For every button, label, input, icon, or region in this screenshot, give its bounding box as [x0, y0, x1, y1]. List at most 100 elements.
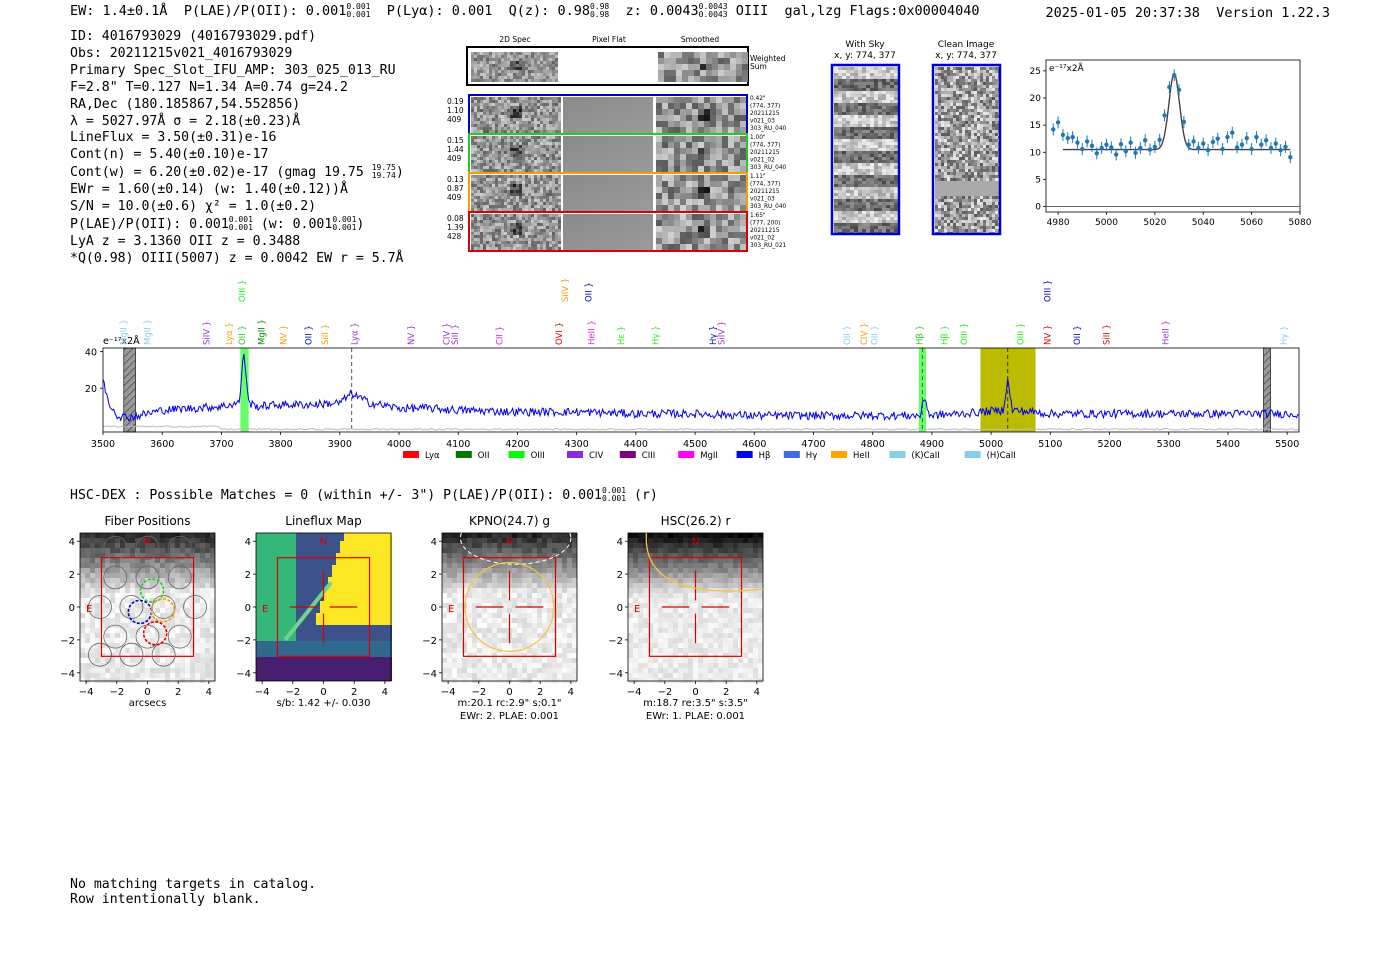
fit-ytick-label: 15 [1030, 121, 1041, 131]
spectrum-line-label: SiIV } [203, 321, 213, 345]
fit-data-point [1201, 141, 1206, 146]
east-label: E [262, 604, 268, 615]
panel-xtick-label: 2 [537, 687, 543, 698]
line-tag: OIII [735, 3, 769, 19]
panel-ytick-label: 0 [431, 603, 437, 614]
cutout-row-meta: v021_02 [750, 236, 775, 242]
fiber-circle [88, 595, 112, 619]
plae-value: P(LAE)/P(OII): 0.001 [183, 3, 347, 19]
fit-data-point [1128, 140, 1133, 145]
spectrum-line [102, 353, 1300, 422]
spectrum-line-label: Hγ } [651, 325, 661, 345]
cutout-2d-spec [471, 136, 561, 172]
clean-image [935, 67, 1001, 235]
panel-xtick-label: 4 [382, 687, 388, 698]
plya-value: P(Lyα): 0.001 [386, 3, 493, 19]
fit-data-point [1259, 142, 1264, 147]
fit-data-point [1089, 143, 1095, 148]
cutout-row-num: 1.10 [447, 106, 464, 115]
spectrum-xtick-label: 5100 [1038, 439, 1062, 450]
spectrum-ytick-label: 40 [85, 348, 97, 359]
cutout-row-meta: 303_RU_040 [750, 165, 787, 171]
panel-ytick-label: 2 [431, 570, 437, 581]
spectrum-line-label: SiII } [1103, 324, 1113, 345]
spectrum-xtick-label: 4700 [801, 439, 825, 450]
spectrum-line-label: SiII } [321, 324, 331, 345]
legend-swatch [455, 451, 472, 458]
panel-ytick-label: 0 [617, 603, 623, 614]
fit-axes [1045, 59, 1301, 213]
info-fparams: F=2.8" T=0.127 N=1.34 A=0.74 g=24.2 [70, 79, 348, 95]
info-plae: P(LAE)/P(OII): 0.001 0.001 0.001 (w: 0.001… [70, 214, 365, 232]
spectrum-line-label: Lyα } [351, 322, 361, 345]
clean-image-title: Clean Image [938, 40, 995, 50]
panel-caption: EWr: 1. PLAE: 0.001 [646, 711, 745, 722]
cutout-row-num: 0.87 [447, 184, 464, 193]
with-sky-image [834, 67, 898, 235]
panel-kpno: N E −4 −2 0 2 4 4 2 0 −2 −4 KPNO(24.7) g m:20.1 rc:2.… [422, 511, 578, 722]
clean-image-title: x, y: 774, 377 [935, 51, 997, 61]
cutout-row-meta: 1.00" [750, 135, 766, 141]
legend-swatch [889, 451, 906, 458]
cutout-smoothed [656, 214, 746, 250]
fit-ytick-label: 25 [1030, 67, 1041, 77]
fiber-circle [135, 535, 160, 560]
panel-ytick-label: −4 [60, 669, 75, 680]
fit-data-point [1278, 147, 1283, 153]
spectrum-line-label: NV } [407, 325, 417, 345]
qz-value: Q(z): 0.98 [508, 3, 590, 19]
info-id: ID: 4016793029 (4016793029.pdf) [70, 29, 317, 44]
legend-label: MgII [700, 451, 718, 461]
spectrum-line-label: OIII } [1043, 280, 1053, 302]
panel-ytick-label: −2 [608, 636, 623, 647]
panel-ytick-label: −2 [60, 636, 75, 647]
panel-xtick-label: −2 [285, 687, 300, 698]
fiber-circle [183, 595, 207, 619]
legend-label: (K)CaII [911, 451, 939, 461]
cutout-2d-spec [471, 214, 561, 250]
panel-ytick-label: 4 [245, 537, 251, 548]
fit-xtick-label: 5080 [1289, 218, 1312, 228]
legend-label: CIV [589, 451, 603, 461]
weighted-label: Sum [750, 62, 767, 71]
panel-xtick-label: −4 [441, 687, 456, 698]
line-fit-chart: 4980 5000 5020 5040 5060 5080 0 5 10 15 20 25 e⁻¹⁷x2… [1030, 59, 1312, 228]
info-lya: LyA z = 3.1360 OII z = 0.3488 [70, 233, 301, 249]
spectrum-line-label: SiIV } [561, 278, 571, 302]
weighted-2d [471, 52, 558, 82]
cutout-row-meta: (774, 377) [750, 143, 780, 149]
fit-xtick-label: 5020 [1143, 218, 1166, 228]
cutout-row-meta: (774, 377) [750, 104, 780, 110]
fit-data-point [1147, 147, 1153, 152]
fit-ytick-label: 10 [1030, 148, 1042, 158]
panel-title: KPNO(24.7) g [469, 514, 550, 528]
cutout-col-title: 2D Spec [499, 35, 530, 44]
fit-data-point [1094, 151, 1100, 156]
cutout-row-meta: (777, 200) [750, 221, 780, 227]
fit-data-point [1152, 144, 1158, 150]
fit-data-point [1065, 135, 1070, 141]
z-value: z: 0.0043 [625, 3, 699, 19]
spectrum-line-label: Hγ } [709, 325, 719, 345]
panel-xtick-label: 0 [692, 687, 698, 698]
panel-fibers: N E −4 −2 0 2 4 4 2 0 −2 −4 Fiber Positions arcsecs [60, 514, 216, 709]
spectrum-line-label: SiIV } [718, 321, 728, 345]
info-ewr: EWr = 1.60(±0.14) (w: 1.40(±0.12))Å [70, 182, 348, 198]
spectrum-axes-bg [103, 348, 1299, 432]
flags-text: gal,lzg Flags:0x00004040 [784, 3, 980, 19]
panel-caption: EWr: 2. PLAE: 0.001 [460, 711, 559, 722]
fit-data-point [1051, 127, 1056, 132]
fit-data-point [1268, 145, 1274, 151]
panel-xtick-label: 0 [320, 687, 326, 698]
with-sky-title: With Sky [845, 40, 885, 50]
fit-ytick-label: 20 [1030, 94, 1042, 104]
cutout-row-num: 409 [447, 193, 462, 202]
spectrum-line-label: Lyα } [225, 322, 235, 345]
search-box [462, 557, 557, 657]
plae-range: 0.001 0.001 [346, 2, 371, 19]
fit-data-point [1176, 87, 1182, 93]
cutout-pixel-flat [563, 97, 653, 133]
spectrum-xtick-label: 3900 [328, 439, 352, 450]
